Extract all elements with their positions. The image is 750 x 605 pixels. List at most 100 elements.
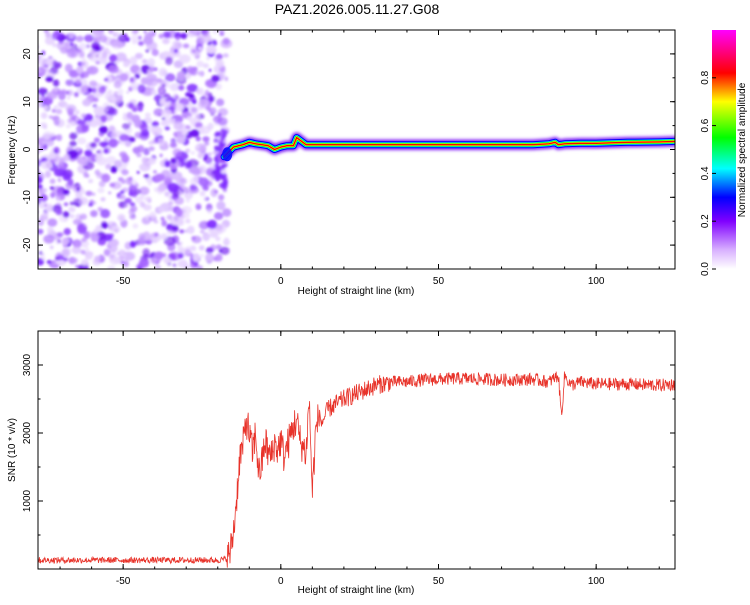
noise-blob — [216, 131, 222, 137]
noise-blob — [65, 79, 74, 86]
noise-blob — [66, 96, 71, 100]
noise-blob — [163, 236, 176, 246]
snr-y-label: SNR (10 * v/v) — [7, 418, 18, 482]
noise-blob — [35, 229, 38, 232]
x-tick-label: 100 — [588, 276, 605, 287]
noise-blob — [38, 87, 48, 96]
noise-blob — [38, 175, 43, 185]
noise-blob — [220, 128, 226, 134]
noise-blob — [64, 63, 73, 73]
noise-blob — [65, 104, 77, 113]
noise-blob — [77, 119, 85, 125]
noise-blob — [105, 163, 112, 170]
noise-blob — [151, 87, 155, 91]
spectrogram-y-label: Frequency (Hz) — [7, 116, 18, 185]
noise-blob — [153, 67, 158, 71]
noise-blob — [113, 103, 118, 107]
noise-blob — [213, 138, 219, 144]
noise-blob — [123, 33, 128, 37]
noise-blob — [129, 240, 137, 248]
noise-blob — [126, 111, 133, 119]
noise-blob — [85, 190, 93, 197]
noise-blob — [146, 73, 158, 83]
noise-blob — [110, 165, 118, 174]
noise-blob — [114, 159, 123, 168]
noise-blob — [170, 138, 177, 144]
noise-blob — [78, 196, 88, 206]
noise-blob — [50, 65, 59, 74]
noise-blob — [222, 172, 228, 178]
noise-blob — [49, 178, 56, 185]
ridge-start — [222, 147, 233, 162]
noise-blob — [164, 191, 170, 197]
noise-blob — [82, 98, 92, 107]
noise-blob — [173, 121, 184, 131]
noise-blob — [163, 257, 172, 264]
noise-blob — [214, 172, 220, 178]
noise-blob — [86, 65, 99, 75]
noise-blob — [188, 166, 200, 174]
noise-blob — [195, 203, 202, 211]
noise-blob — [71, 246, 82, 254]
noise-blob — [106, 156, 117, 165]
noise-blob — [112, 31, 120, 37]
noise-blob — [213, 212, 224, 220]
y-tick-label: 0 — [22, 146, 33, 152]
noise-blob — [148, 255, 153, 258]
noise-blob — [74, 91, 79, 98]
noise-blob — [81, 259, 88, 266]
noise-blob — [185, 148, 191, 153]
noise-blob — [211, 74, 221, 83]
noise-blob — [89, 142, 97, 148]
noise-blob — [202, 63, 209, 69]
noise-blob — [55, 161, 59, 166]
noise-blob — [124, 197, 132, 204]
noise-blob — [75, 79, 81, 85]
noise-blob — [215, 176, 221, 182]
noise-blob — [88, 202, 94, 207]
noise-blob — [209, 231, 219, 238]
noise-blob — [179, 229, 185, 234]
noise-blob — [56, 41, 70, 51]
noise-blob — [38, 218, 45, 226]
noise-blob — [92, 117, 101, 126]
noise-blob — [149, 30, 154, 34]
noise-blob — [35, 90, 38, 94]
noise-blob — [156, 78, 163, 83]
x-tick-label: -50 — [116, 276, 131, 287]
noise-blob — [111, 40, 124, 50]
y-tick-label: 10 — [22, 96, 33, 108]
noise-blob — [154, 251, 164, 259]
noise-blob — [55, 256, 60, 261]
noise-blob — [38, 57, 47, 66]
noise-blob — [104, 77, 109, 82]
x-tick-label: 50 — [433, 276, 445, 287]
noise-blob — [188, 93, 195, 99]
noise-blob — [128, 102, 135, 109]
noise-blob — [97, 187, 105, 194]
noise-blob — [57, 177, 62, 183]
noise-blob — [81, 57, 87, 62]
noise-blob — [185, 125, 191, 130]
noise-blob — [183, 187, 190, 194]
noise-blob — [157, 185, 166, 192]
noise-blob — [103, 248, 111, 257]
noise-blob — [182, 43, 190, 49]
noise-blob — [190, 67, 198, 76]
noise-blob — [138, 232, 146, 242]
noise-blob — [154, 131, 158, 137]
noise-blob — [80, 249, 86, 255]
noise-blob — [97, 254, 106, 263]
noise-blob — [104, 138, 108, 142]
noise-blob — [207, 122, 214, 130]
noise-blob — [104, 107, 108, 112]
noise-blob — [200, 33, 212, 43]
noise-blob — [217, 117, 228, 126]
noise-blob — [100, 115, 107, 123]
noise-blob — [85, 247, 89, 252]
noise-blob — [218, 194, 225, 201]
noise-blob — [92, 201, 97, 205]
noise-blob — [165, 98, 171, 103]
noise-blob — [69, 214, 75, 219]
noise-blob — [60, 89, 67, 94]
